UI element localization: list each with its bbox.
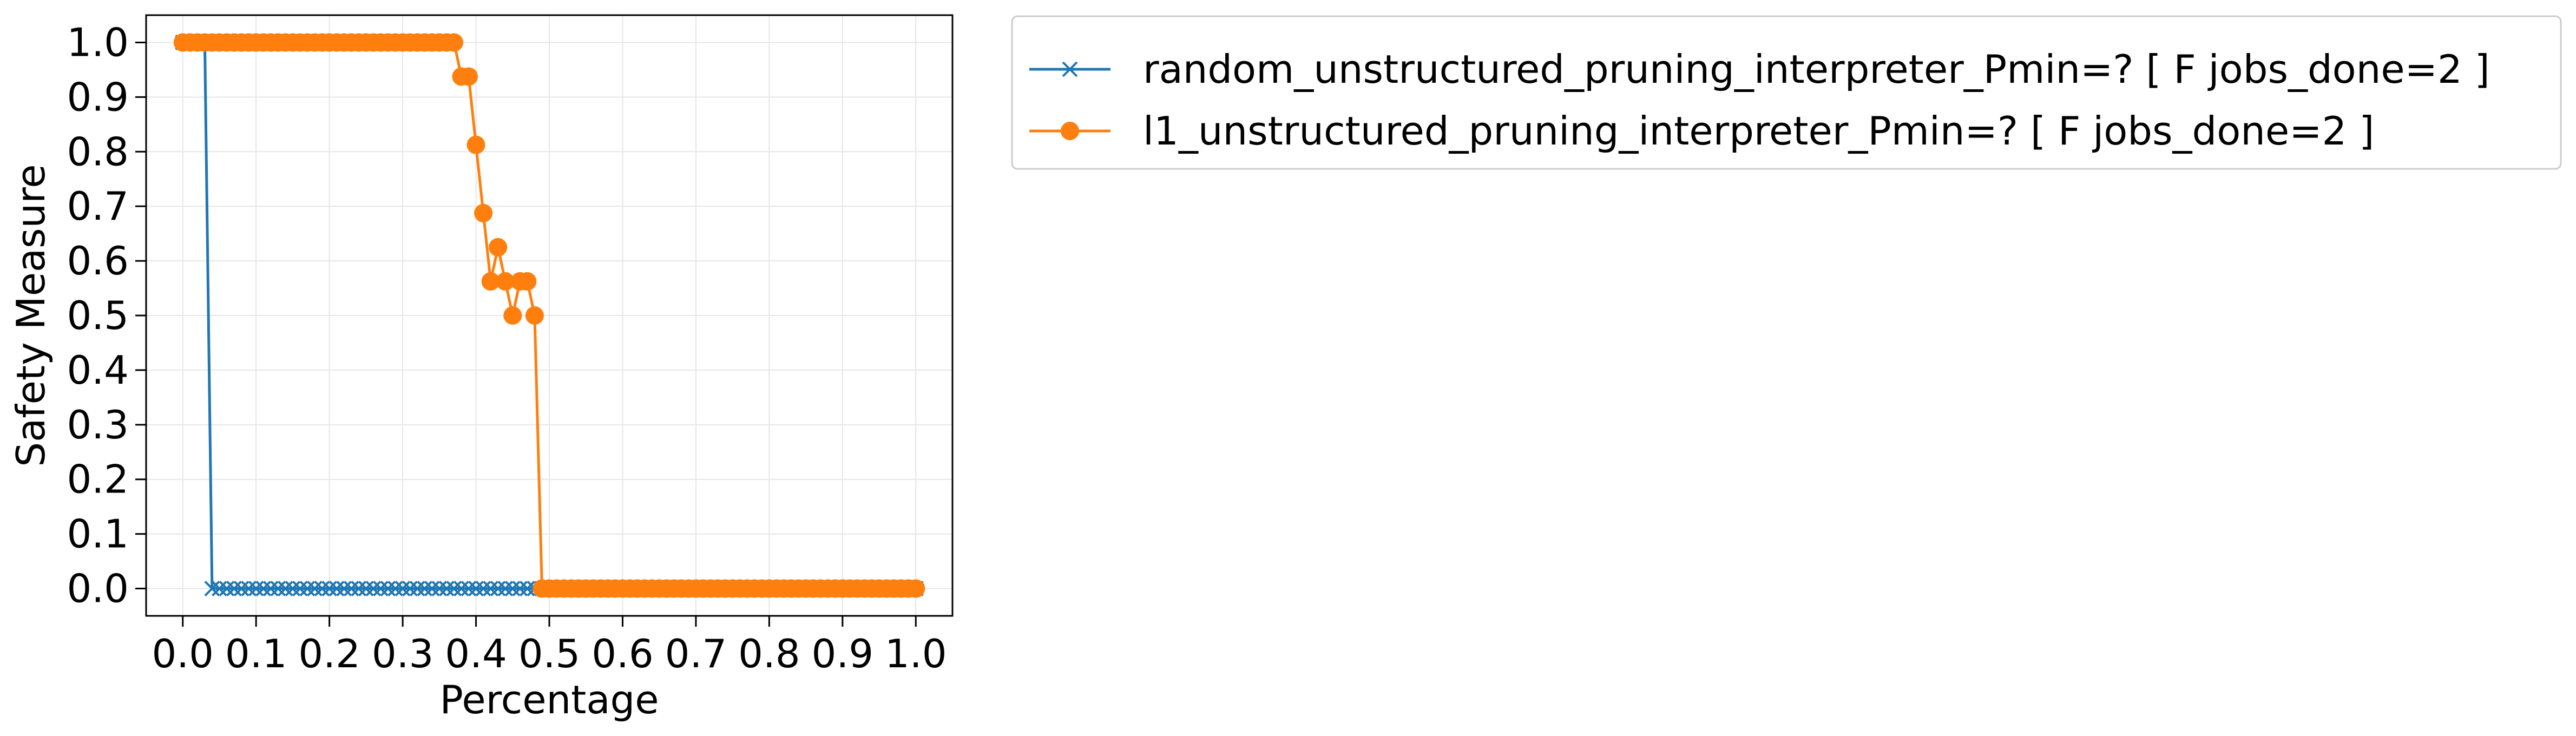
y-tick-label: 0.6 (67, 238, 129, 284)
data-point (906, 579, 925, 598)
data-point (351, 581, 367, 596)
x-tick-label: 0.4 (445, 631, 507, 676)
x-tick-label: 0.5 (518, 631, 581, 676)
data-point (365, 581, 382, 596)
data-point (417, 581, 433, 596)
data-point (444, 33, 463, 52)
data-point (483, 581, 499, 596)
data-point (277, 581, 293, 596)
data-point (321, 581, 338, 596)
y-tick-label: 0.8 (67, 129, 129, 174)
data-point (474, 203, 493, 222)
x-tick-label: 0.1 (225, 631, 287, 676)
legend: random_unstructured_pruning_interpreter_… (1011, 15, 2562, 170)
data-point (336, 581, 352, 596)
data-point (395, 581, 411, 596)
data-point (307, 581, 323, 596)
data-point (358, 581, 374, 596)
x-tick-label: 0.8 (738, 631, 800, 676)
y-tick-label: 0.5 (67, 293, 129, 338)
data-point (459, 67, 478, 86)
axis-ticks: 0.0 0.1 0.2 0.3 0.4 0.5 0.6 0.7 0.8 0.9 1.00.00.10… (67, 19, 947, 676)
data-point (504, 581, 521, 596)
data-point (387, 581, 403, 596)
data-point (503, 306, 522, 325)
x-tick-label: 0.0 (152, 631, 214, 676)
data-point (431, 581, 448, 596)
data-point (518, 272, 537, 291)
legend-label-random: random_unstructured_pruning_interpreter_… (1143, 47, 2490, 92)
y-tick-label: 0.7 (67, 183, 129, 229)
data-point (270, 581, 286, 596)
data-point (248, 581, 264, 596)
y-tick-label: 0.9 (67, 74, 129, 120)
x-tick-label: 0.7 (665, 631, 727, 676)
data-point (454, 581, 469, 596)
y-tick-label: 0.2 (67, 457, 129, 502)
legend-entry-l1: l1_unstructured_pruning_interpreter_Pmin… (1029, 108, 2374, 154)
data-point (438, 581, 455, 596)
data-point (343, 581, 359, 596)
data-point (299, 581, 316, 596)
y-tick-label: 0.3 (67, 402, 129, 448)
data-point (409, 581, 425, 596)
legend-label-l1: l1_unstructured_pruning_interpreter_Pmin… (1143, 108, 2374, 154)
data-point (219, 581, 235, 596)
data-point (233, 581, 249, 596)
legend-marker-glyph (1062, 61, 1078, 77)
data-point (241, 581, 257, 596)
data-point (466, 135, 485, 154)
data-point (328, 581, 345, 596)
x-tick-label: 0.6 (592, 631, 654, 676)
data-point (226, 581, 242, 596)
data-point (292, 581, 308, 596)
data-point (490, 581, 506, 596)
legend-entry-random: random_unstructured_pruning_interpreter_… (1029, 47, 2490, 92)
x-axis-label: Percentage (439, 677, 659, 722)
legend-marker-x (1062, 61, 1078, 77)
data-point (461, 581, 477, 596)
x-tick-label: 0.9 (812, 631, 874, 676)
data-point (380, 581, 396, 596)
data-point (212, 581, 227, 596)
data-point (285, 581, 301, 596)
y-axis-label: Safety Measure (8, 164, 54, 466)
data-series (173, 33, 925, 598)
legend-marker-glyph (1061, 122, 1079, 140)
data-point (424, 581, 440, 596)
x-tick-label: 0.2 (298, 631, 360, 676)
x-tick-label: 1.0 (885, 631, 947, 676)
grid (146, 15, 952, 616)
y-tick-label: 1.0 (67, 19, 129, 65)
data-point (314, 581, 330, 596)
y-tick-label: 0.4 (67, 347, 129, 393)
data-point (475, 581, 491, 596)
data-point (204, 581, 220, 596)
series-1 (173, 33, 925, 598)
legend-marker-circle (1061, 122, 1079, 140)
data-point (489, 238, 508, 257)
data-point (519, 581, 535, 596)
data-point (402, 581, 418, 596)
data-point (255, 581, 272, 596)
legend-frame (1011, 15, 2562, 170)
y-tick-label: 0.0 (67, 566, 129, 612)
x-tick-label: 0.3 (372, 631, 434, 676)
data-point (525, 306, 544, 325)
data-point (468, 581, 484, 596)
data-point (373, 581, 389, 596)
data-point (497, 581, 514, 596)
data-point (512, 581, 528, 596)
data-point (446, 581, 462, 596)
data-point (262, 581, 279, 596)
y-tick-label: 0.1 (67, 511, 129, 557)
